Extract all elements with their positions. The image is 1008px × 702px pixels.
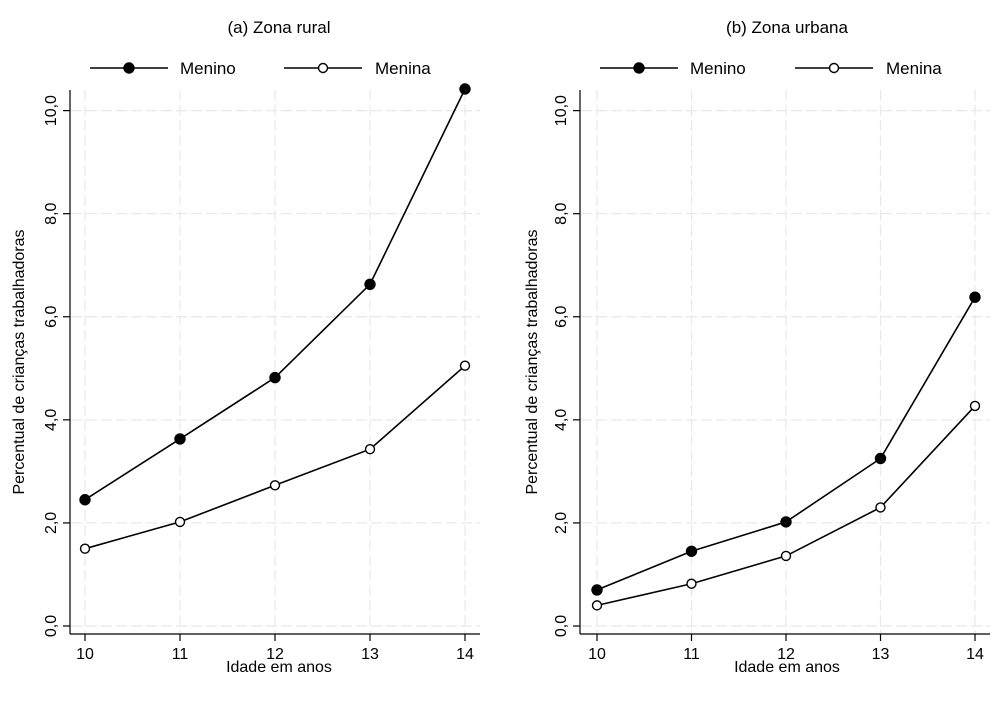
data-point-menino [269,371,281,384]
data-point-menina [969,400,981,412]
data-point-menino [79,494,91,506]
data-point-menina [79,543,91,554]
data-point-menina [269,480,281,491]
data-point-menina [686,578,697,589]
legend-marker-menino [123,62,135,74]
y-tick-label: 8,0 [553,202,570,224]
y-ticks: 0,0 2,0 4,0 6,0 8,0 10,0 [553,95,580,637]
y-tick-label: 2,0 [553,512,570,534]
x-tick-label: 11 [172,646,189,663]
data-point-menino [459,83,471,95]
legend-label-menino: Menino [690,59,746,78]
x-tick-label: 13 [872,646,890,663]
gridlines [71,90,480,633]
x-tick-label: 10 [76,646,94,663]
x-tick-label: 11 [683,646,700,663]
panel-title: (b) Zona urbana [726,18,848,37]
x-tick-label: 12 [777,646,795,663]
panel-urbana: (b) Zona urbana Menino Menina 0,0 2,0 4,0 6… [524,18,990,676]
data-point-menina [591,600,603,611]
legend-label-menino: Menino [180,59,236,78]
data-point-menino [591,584,603,596]
legend-label-menina: Menina [375,59,431,78]
y-tick-label: 10,0 [43,95,60,126]
panel-rural: (a) Zona rural Menino Menina 0,0 2,0 4,0 6,… [11,18,480,676]
x-axis-label: Idade em anos [226,659,332,676]
x-tick-label: 14 [966,646,984,663]
y-axis-label: Percentual de crianças trabalhadoras [11,229,28,494]
x-tick-label: 13 [361,646,379,663]
legend-marker-menino [633,62,645,74]
panel-title: (a) Zona rural [228,18,331,37]
plot-area [591,291,981,611]
gridlines [581,90,990,633]
y-tick-label: 6,0 [553,306,570,328]
data-point-menino [780,516,792,528]
data-point-menina [459,360,471,371]
x-axis-label: Idade em anos [734,659,840,676]
y-axis-label: Percentual de crianças trabalhadoras [524,229,541,494]
data-point-menina [780,550,792,562]
y-tick-label: 8,0 [43,202,60,224]
data-point-menino [364,278,376,290]
y-ticks: 0,0 2,0 4,0 6,0 8,0 10,0 [43,95,70,637]
x-ticks: 10 11 12 13 14 [588,634,984,663]
x-tick-label: 14 [456,646,474,663]
y-tick-label: 6,0 [43,306,60,328]
y-tick-label: 4,0 [553,409,570,431]
legend-label-menina: Menina [886,59,942,78]
y-tick-label: 10,0 [553,95,570,126]
x-ticks: 10 11 12 13 14 [76,634,474,663]
x-tick-label: 10 [588,646,606,663]
data-point-menino [685,545,698,557]
plot-area [79,83,471,554]
data-point-menino [969,291,981,303]
y-tick-label: 2,0 [43,512,60,534]
legend-marker-menina [317,62,329,74]
data-point-menino [174,433,186,445]
legend: Menino Menina [90,59,431,78]
data-point-menino [874,452,887,465]
data-point-menina [364,444,376,455]
legend: Menino Menina [600,59,942,78]
data-point-menina [174,516,186,528]
y-tick-label: 0,0 [43,615,60,637]
legend-marker-menina [828,62,840,74]
x-tick-label: 12 [266,646,284,663]
data-point-menina [875,502,886,513]
y-tick-label: 0,0 [553,615,570,637]
y-tick-label: 4,0 [43,409,60,431]
